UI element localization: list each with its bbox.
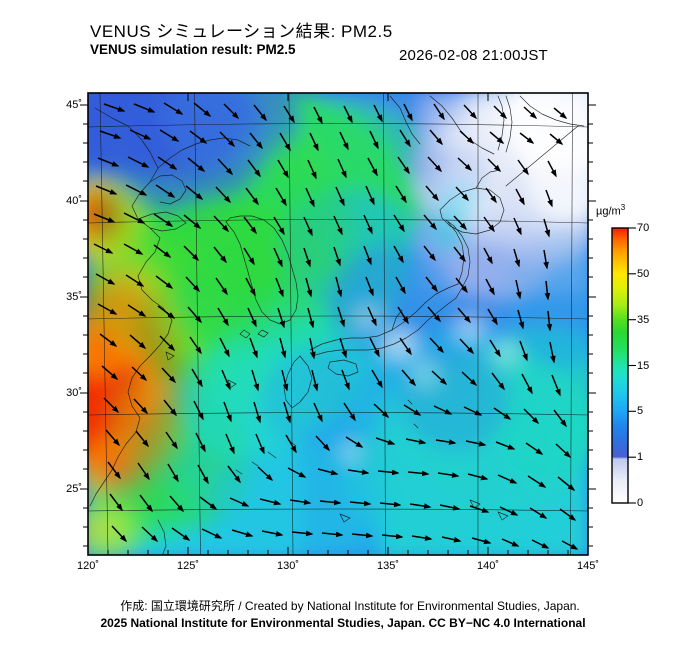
footer-license-text: 2025 National Institute for Environmenta…	[100, 616, 586, 630]
x-tick-145: 145˚	[576, 560, 600, 572]
colorbar-unit-label: µg/m3	[596, 203, 625, 218]
colorbar-tick-35: 35	[637, 313, 650, 326]
colorbar	[611, 227, 636, 504]
colorbar-tick-50: 50	[637, 267, 650, 280]
footer-credit: 作成: 国立環境研究所 / Created by National Instit…	[120, 599, 580, 613]
concentration-field	[88, 93, 588, 555]
page-title-english: VENUS simulation result: PM2.5	[90, 42, 296, 57]
footer-license: 2025 National Institute for Environmenta…	[0, 616, 700, 630]
colorbar-tick-0: 0	[637, 497, 644, 509]
y-tick-40: 40˚	[66, 195, 82, 207]
colorbar-tick-70: 70	[637, 222, 650, 234]
colorbar-unit-exponent: 3	[620, 203, 626, 212]
y-tick-30: 30˚	[66, 387, 82, 399]
colorbar-tick-1: 1	[637, 451, 644, 464]
plot-frame	[80, 92, 596, 556]
x-tick-140: 140˚	[476, 560, 500, 572]
wind-vectors	[93, 102, 579, 550]
valid-datetime: 2026-02-08 21:00JST	[399, 47, 548, 64]
x-tick-130: 130˚	[276, 560, 300, 572]
colorbar-tick-15: 15	[637, 359, 650, 372]
x-tick-125: 125˚	[176, 560, 200, 572]
colorbar-unit-text: µg/m	[596, 205, 621, 218]
graticule	[88, 93, 588, 555]
page-title-japanese: VENUS シミュレーション結果: PM2.5	[90, 22, 393, 41]
x-tick-135: 135˚	[376, 560, 400, 572]
y-tick-35: 35˚	[66, 291, 82, 303]
y-tick-45: 45˚	[66, 99, 82, 111]
y-tick-25: 25˚	[66, 483, 82, 495]
colorbar-tick-5: 5	[637, 405, 644, 418]
x-tick-120: 120˚	[76, 560, 100, 572]
